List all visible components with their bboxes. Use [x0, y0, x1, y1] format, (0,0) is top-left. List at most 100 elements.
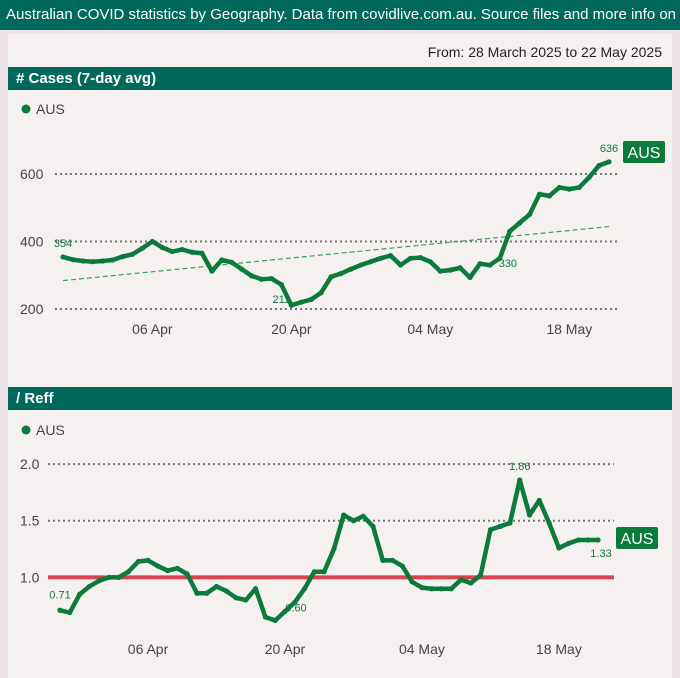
data-point: [125, 569, 132, 575]
date-range-label: From: 28 March 2025 to 22 May 2025: [427, 44, 662, 60]
data-point: [262, 614, 269, 620]
data-point: [189, 249, 195, 255]
data-point: [139, 245, 146, 251]
data-point: [556, 545, 562, 551]
data-point: [116, 574, 122, 580]
data-point: [298, 299, 304, 305]
y-tick-label: 2.0: [20, 456, 40, 472]
data-point: [288, 302, 294, 308]
data-point: [536, 191, 543, 197]
data-point: [370, 523, 376, 529]
data-point: [57, 607, 63, 613]
data-point: [301, 586, 308, 592]
data-point: [358, 262, 364, 268]
data-point: [457, 265, 463, 271]
x-tick-label: 18 May: [546, 321, 592, 337]
data-point: [517, 220, 523, 226]
y-tick-label: 1.0: [20, 569, 40, 585]
series-line-aus: [57, 477, 601, 623]
data-point: [566, 186, 572, 192]
data-point: [129, 251, 136, 257]
data-point: [135, 558, 141, 565]
data-point: [566, 540, 572, 546]
data-point: [194, 590, 200, 596]
data-point: [219, 257, 225, 263]
reff-chart: AUS 1.0 1.5 2.0 06 Apr 20 Apr 04 May 18 May 0.71…: [20, 422, 658, 657]
data-point: [318, 290, 324, 296]
data-point: [389, 557, 396, 563]
data-label: 330: [499, 258, 517, 270]
data-point: [526, 211, 533, 218]
data-point: [417, 255, 423, 261]
legend-marker: [21, 104, 31, 114]
data-point: [427, 259, 433, 265]
data-point: [487, 262, 493, 268]
data-label: 0.71: [49, 589, 70, 601]
data-point: [575, 537, 582, 543]
x-tick-label: 06 Apr: [128, 641, 169, 657]
data-point: [90, 259, 96, 265]
data-point: [397, 262, 404, 268]
data-point: [311, 569, 317, 575]
data-point: [67, 609, 73, 616]
data-point: [76, 591, 83, 597]
data-point: [96, 578, 102, 584]
data-point: [110, 257, 116, 263]
data-point: [447, 267, 453, 273]
x-tick-label: 04 May: [399, 641, 445, 657]
cases-chart: AUS 200 400 600 06 Apr 20 Apr 04 May 18 May 354 2…: [20, 101, 665, 337]
series-end-label: AUS: [621, 531, 654, 548]
data-point: [487, 527, 493, 533]
data-point: [468, 580, 474, 586]
x-tick-label: 06 Apr: [132, 321, 173, 337]
data-point: [308, 296, 314, 303]
data-point: [576, 184, 582, 191]
legend-marker: [21, 425, 31, 435]
y-tick-label: 600: [20, 166, 44, 182]
data-point: [155, 563, 161, 569]
y-tick-label: 1.5: [20, 513, 40, 529]
data-point: [106, 574, 112, 580]
data-point: [350, 518, 357, 524]
legend-label: AUS: [36, 101, 65, 117]
x-tick-label: 04 May: [407, 321, 453, 337]
data-point: [477, 261, 483, 267]
data-point: [419, 585, 425, 591]
data-point: [184, 571, 190, 577]
cases-section-title: # Cases (7-day avg): [16, 70, 157, 87]
data-point: [478, 572, 484, 578]
series-end-badge: [616, 527, 658, 549]
data-point: [497, 255, 503, 261]
series-end-label: AUS: [628, 145, 661, 162]
data-label: 636: [600, 143, 618, 155]
data-point: [368, 259, 374, 265]
data-label: 0.60: [285, 602, 306, 614]
data-point: [556, 184, 562, 191]
data-point: [338, 270, 344, 277]
data-point: [233, 595, 239, 601]
data-point: [360, 513, 366, 519]
data-point: [165, 568, 171, 574]
report-panel: From: 28 March 2025 to 22 May 2025: [8, 34, 672, 678]
data-point: [174, 565, 180, 571]
data-point: [86, 583, 92, 590]
data-point: [223, 588, 229, 594]
data-point: [448, 586, 454, 592]
data-label: 1.33: [590, 548, 611, 560]
data-point: [467, 274, 473, 281]
data-point: [341, 512, 347, 518]
x-tick-label: 20 Apr: [271, 321, 312, 337]
data-point: [399, 563, 405, 569]
cases-section-header: # Cases (7-day avg): [8, 67, 672, 90]
data-point: [348, 266, 354, 272]
data-point: [258, 276, 265, 282]
legend-label: AUS: [36, 422, 65, 438]
data-point: [409, 579, 415, 585]
data-point: [209, 268, 215, 274]
data-point: [507, 228, 513, 234]
data-point: [546, 520, 552, 526]
data-point: [169, 248, 175, 255]
data-point: [60, 254, 66, 260]
app-title: Australian COVID statistics by Geography…: [6, 6, 677, 23]
data-point: [328, 274, 334, 280]
